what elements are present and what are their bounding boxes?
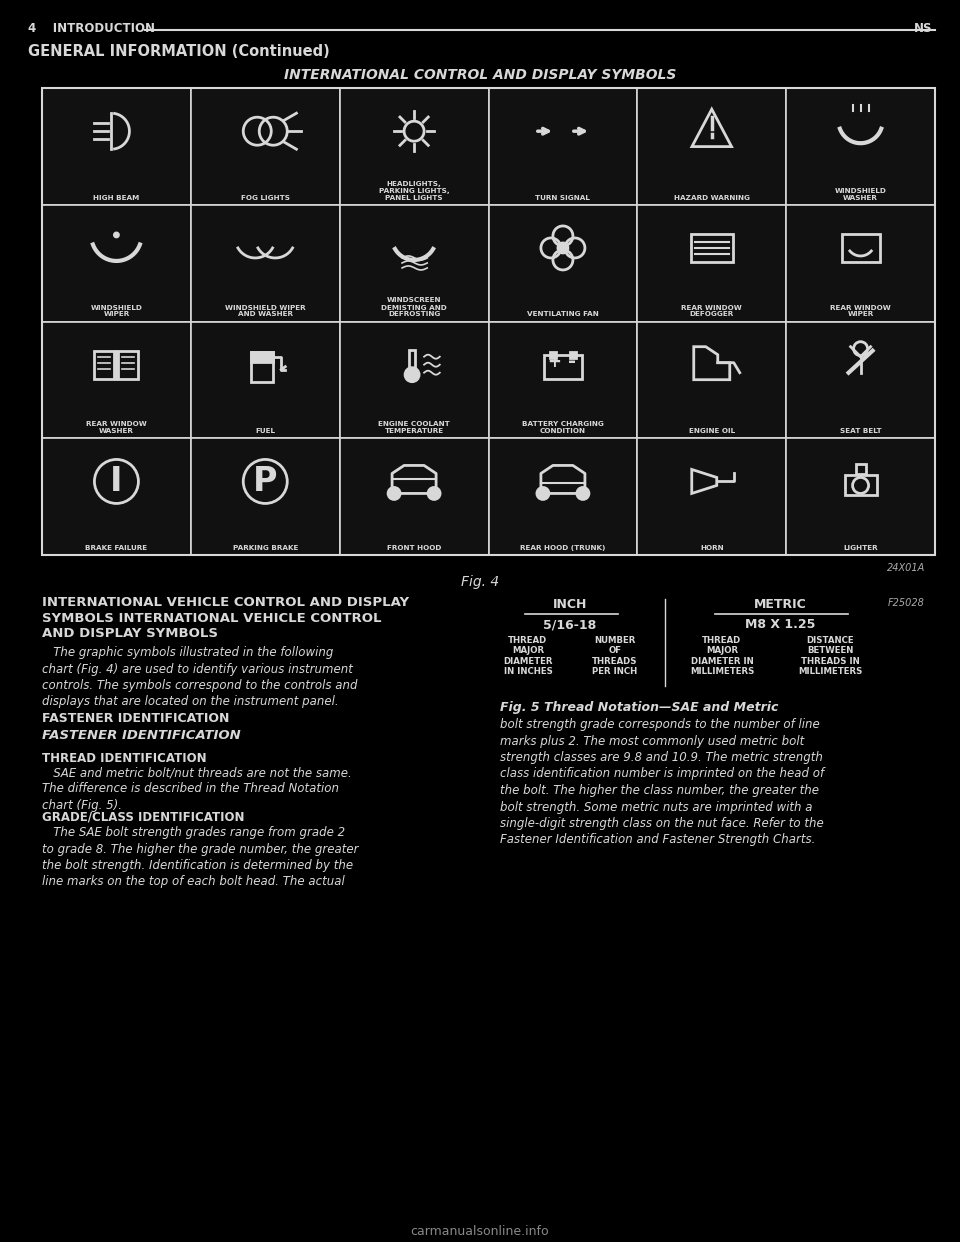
- Text: INTERNATIONAL VEHICLE CONTROL AND DISPLAY
SYMBOLS INTERNATIONAL VEHICLE CONTROL
: INTERNATIONAL VEHICLE CONTROL AND DISPLA…: [42, 596, 409, 640]
- Text: +: +: [547, 353, 561, 370]
- Bar: [550, 351, 556, 358]
- Text: M8 X 1.25: M8 X 1.25: [745, 619, 815, 631]
- Text: THREAD
MAJOR
DIAMETER
IN INCHES: THREAD MAJOR DIAMETER IN INCHES: [503, 636, 553, 676]
- Bar: [786, 205, 935, 322]
- Circle shape: [114, 233, 118, 237]
- Text: GRADE/CLASS IDENTIFICATION: GRADE/CLASS IDENTIFICATION: [42, 811, 245, 823]
- Text: GENERAL INFORMATION (Continued): GENERAL INFORMATION (Continued): [28, 43, 329, 60]
- Bar: [637, 438, 786, 555]
- Bar: [489, 205, 637, 322]
- Bar: [845, 476, 876, 496]
- Bar: [786, 322, 935, 438]
- Bar: [42, 438, 191, 555]
- Circle shape: [388, 487, 400, 499]
- Text: INTERNATIONAL CONTROL AND DISPLAY SYMBOLS: INTERNATIONAL CONTROL AND DISPLAY SYMBOL…: [284, 68, 676, 82]
- Text: P: P: [253, 465, 277, 498]
- Bar: [570, 351, 576, 358]
- Bar: [252, 351, 274, 381]
- Text: FOG LIGHTS: FOG LIGHTS: [241, 195, 290, 201]
- Text: BATTERY CHARGING
CONDITION: BATTERY CHARGING CONDITION: [522, 421, 604, 435]
- Circle shape: [577, 487, 588, 499]
- Text: VENTILATING FAN: VENTILATING FAN: [527, 312, 599, 318]
- Bar: [637, 205, 786, 322]
- Text: LIGHTER: LIGHTER: [843, 545, 877, 551]
- Bar: [340, 438, 489, 555]
- Bar: [489, 322, 637, 438]
- Bar: [855, 465, 866, 474]
- Text: carmanualsonline.info: carmanualsonline.info: [411, 1225, 549, 1238]
- Text: FASTENER IDENTIFICATION: FASTENER IDENTIFICATION: [42, 712, 229, 725]
- Text: SAE and metric bolt/nut threads are not the same.
The difference is described in: SAE and metric bolt/nut threads are not …: [42, 766, 351, 812]
- Bar: [42, 88, 191, 205]
- Text: HEADLIGHTS,
PARKING LIGHTS,
PANEL LIGHTS: HEADLIGHTS, PARKING LIGHTS, PANEL LIGHTS: [379, 181, 449, 201]
- Text: NUMBER
OF
THREADS
PER INCH: NUMBER OF THREADS PER INCH: [592, 636, 637, 676]
- Bar: [489, 438, 637, 555]
- Text: REAR WINDOW
WIPER: REAR WINDOW WIPER: [830, 304, 891, 318]
- Text: I: I: [110, 465, 123, 498]
- Text: F25028: F25028: [888, 597, 925, 609]
- Bar: [191, 88, 340, 205]
- Text: FASTENER IDENTIFICATION: FASTENER IDENTIFICATION: [42, 729, 241, 741]
- Text: REAR HOOD (TRUNK): REAR HOOD (TRUNK): [520, 545, 606, 551]
- Text: TURN SIGNAL: TURN SIGNAL: [536, 195, 590, 201]
- Bar: [544, 355, 582, 379]
- Bar: [637, 322, 786, 438]
- Text: ENGINE OIL: ENGINE OIL: [688, 428, 734, 435]
- Text: SEAT BELT: SEAT BELT: [840, 428, 881, 435]
- Text: FUEL: FUEL: [255, 428, 276, 435]
- Text: The graphic symbols illustrated in the following
chart (Fig. 4) are used to iden: The graphic symbols illustrated in the f…: [42, 646, 357, 708]
- Bar: [409, 350, 415, 371]
- Bar: [842, 233, 879, 262]
- Text: HAZARD WARNING: HAZARD WARNING: [674, 195, 750, 201]
- Bar: [786, 88, 935, 205]
- Text: PARKING BRAKE: PARKING BRAKE: [232, 545, 298, 551]
- Bar: [786, 438, 935, 555]
- Bar: [94, 350, 114, 379]
- Bar: [42, 88, 935, 555]
- Text: WINDSCREEN
DEMISTING AND
DEFROSTING: WINDSCREEN DEMISTING AND DEFROSTING: [381, 298, 447, 318]
- Text: ENGINE COOLANT
TEMPERATURE: ENGINE COOLANT TEMPERATURE: [378, 421, 450, 435]
- Bar: [691, 233, 732, 262]
- Circle shape: [405, 368, 420, 381]
- Text: 24X01A: 24X01A: [887, 563, 925, 573]
- Bar: [252, 351, 274, 361]
- Text: WINDSHIELD
WIPER: WINDSHIELD WIPER: [90, 304, 142, 318]
- Bar: [489, 88, 637, 205]
- Bar: [340, 88, 489, 205]
- Bar: [191, 438, 340, 555]
- Circle shape: [428, 487, 440, 499]
- Bar: [42, 205, 191, 322]
- Bar: [42, 322, 191, 438]
- Text: DISTANCE
BETWEEN
THREADS IN
MILLIMETERS: DISTANCE BETWEEN THREADS IN MILLIMETERS: [798, 636, 862, 676]
- Text: 5/16-18: 5/16-18: [543, 619, 596, 631]
- Text: WINDSHIELD WIPER
AND WASHER: WINDSHIELD WIPER AND WASHER: [225, 304, 305, 318]
- Text: -: -: [568, 353, 576, 371]
- Text: HIGH BEAM: HIGH BEAM: [93, 195, 139, 201]
- Text: INCH: INCH: [553, 597, 588, 611]
- Text: HORN: HORN: [700, 545, 724, 551]
- Text: BRAKE FAILURE: BRAKE FAILURE: [85, 545, 148, 551]
- Text: METRIC: METRIC: [754, 597, 806, 611]
- Text: The SAE bolt strength grades range from grade 2
to grade 8. The higher the grade: The SAE bolt strength grades range from …: [42, 826, 358, 888]
- Bar: [637, 88, 786, 205]
- Text: Fig. 5 Thread Notation—SAE and Metric: Fig. 5 Thread Notation—SAE and Metric: [500, 700, 779, 714]
- Bar: [340, 322, 489, 438]
- Bar: [118, 350, 138, 379]
- Text: FRONT HOOD: FRONT HOOD: [387, 545, 442, 551]
- Circle shape: [558, 243, 568, 253]
- Text: REAR WINDOW
DEFOGGER: REAR WINDOW DEFOGGER: [682, 304, 742, 318]
- Text: THREAD IDENTIFICATION: THREAD IDENTIFICATION: [42, 751, 206, 765]
- Text: REAR WINDOW
WASHER: REAR WINDOW WASHER: [86, 421, 147, 435]
- Bar: [340, 205, 489, 322]
- Circle shape: [537, 487, 549, 499]
- Text: WINDSHIELD
WASHER: WINDSHIELD WASHER: [834, 188, 886, 201]
- Text: bolt strength grade corresponds to the number of line
marks plus 2. The most com: bolt strength grade corresponds to the n…: [500, 718, 824, 847]
- Bar: [191, 205, 340, 322]
- Text: Fig. 4: Fig. 4: [461, 575, 499, 589]
- Text: THREAD
MAJOR
DIAMETER IN
MILLIMETERS: THREAD MAJOR DIAMETER IN MILLIMETERS: [690, 636, 755, 676]
- Bar: [191, 322, 340, 438]
- Text: 4    INTRODUCTION: 4 INTRODUCTION: [28, 22, 155, 35]
- Text: NS: NS: [914, 22, 932, 35]
